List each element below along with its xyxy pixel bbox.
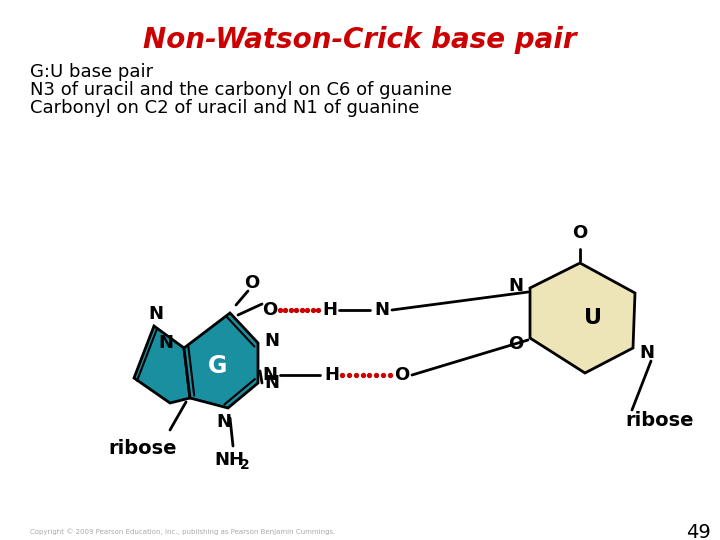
Text: H: H xyxy=(325,366,340,384)
Text: H: H xyxy=(323,301,338,319)
Text: N: N xyxy=(264,374,279,392)
Text: 2: 2 xyxy=(240,458,250,472)
Text: ribose: ribose xyxy=(109,438,177,457)
Text: N: N xyxy=(508,277,523,295)
Text: N: N xyxy=(158,334,174,352)
Polygon shape xyxy=(134,326,190,403)
Text: O: O xyxy=(262,301,278,319)
Text: 49: 49 xyxy=(685,523,711,540)
Text: N: N xyxy=(374,301,390,319)
Text: O: O xyxy=(395,366,410,384)
Text: Non-Watson-Crick base pair: Non-Watson-Crick base pair xyxy=(143,26,577,54)
Polygon shape xyxy=(530,263,635,373)
Text: N: N xyxy=(264,332,279,350)
Text: Copyright © 2009 Pearson Education, Inc., publishing as Pearson Benjamin Cumming: Copyright © 2009 Pearson Education, Inc.… xyxy=(30,529,336,535)
Text: O: O xyxy=(244,274,260,292)
Text: O: O xyxy=(572,224,588,242)
Text: N: N xyxy=(148,305,163,323)
Text: O: O xyxy=(508,335,523,353)
Polygon shape xyxy=(184,313,258,408)
Text: Carbonyl on C2 of uracil and N1 of guanine: Carbonyl on C2 of uracil and N1 of guani… xyxy=(30,99,419,117)
Text: ribose: ribose xyxy=(626,410,694,429)
Text: N: N xyxy=(217,413,232,431)
Text: G:U base pair: G:U base pair xyxy=(30,63,153,81)
Text: N: N xyxy=(263,366,277,384)
Text: U: U xyxy=(584,308,602,328)
Text: N: N xyxy=(639,344,654,362)
Text: G: G xyxy=(208,354,228,378)
Text: NH: NH xyxy=(214,451,244,469)
Text: N3 of uracil and the carbonyl on C6 of guanine: N3 of uracil and the carbonyl on C6 of g… xyxy=(30,81,452,99)
